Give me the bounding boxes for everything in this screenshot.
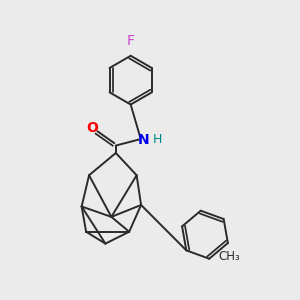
Text: O: O (86, 121, 98, 135)
Text: N: N (138, 133, 150, 147)
Text: F: F (127, 34, 135, 48)
Text: H: H (153, 133, 162, 146)
Text: CH₃: CH₃ (218, 250, 240, 263)
